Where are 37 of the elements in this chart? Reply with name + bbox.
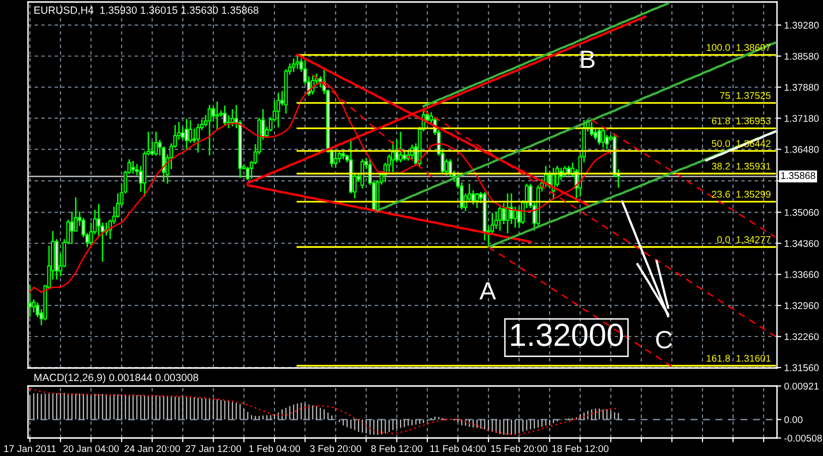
y-tick-label: 1.35060 — [784, 209, 819, 216]
series-label: 75 1.37525 — [720, 92, 771, 99]
x-tick-label: 18 Feb 12:00 — [552, 444, 608, 452]
annotation: C — [656, 330, 672, 349]
series-label: 61.8 1.36953 — [712, 117, 770, 124]
y-tick-label: 1.32960 — [784, 302, 819, 310]
x-tick-label: 17 Jan 2011 — [4, 445, 56, 452]
y-tick-label: 1.36480 — [784, 146, 819, 153]
y-tick-label: 1.37180 — [784, 114, 819, 122]
annotation: A — [479, 282, 496, 300]
y-tick-label: 1.34360 — [784, 240, 819, 247]
series-label: 0.0 1.34277 — [717, 236, 770, 244]
series-label: 38.2 1.35931 — [712, 162, 770, 170]
x-tick-label: 11 Feb 04:00 — [430, 444, 486, 452]
chart-title: EURUSD,H4 1.35930 1.36015 1.35630 1.35868 — [34, 6, 258, 16]
annotation: B — [581, 50, 595, 68]
y-tick-label: 1.31560 — [784, 364, 819, 372]
y-tick-label: 0.00 — [784, 416, 802, 424]
y-tick-label: 1.32260 — [784, 333, 819, 340]
x-tick-label: 24 Jan 20:00 — [124, 445, 180, 452]
x-tick-label: 15 Feb 20:00 — [491, 444, 548, 452]
chart-title: MACD(12,26,9) 0.001844 0.003008 — [34, 374, 198, 384]
y-tick-label: 1.38580 — [784, 52, 819, 60]
x-tick-label: 8 Feb 12:00 — [371, 444, 422, 452]
x-tick-label: 3 Feb 20:00 — [310, 444, 362, 452]
x-tick-label: 1 Feb 04:00 — [249, 444, 300, 452]
y-tick-label: 0.00921 — [784, 382, 819, 390]
x-tick-label: 20 Jan 04:00 — [63, 445, 119, 452]
ref-line-label: 1.35868 — [781, 172, 816, 180]
y-tick-label: 1.33660 — [784, 271, 819, 278]
y-tick-label: 1.39280 — [784, 22, 819, 29]
y-tick-label: -0.00508 — [784, 434, 822, 442]
y-tick-label: 1.37880 — [784, 84, 819, 91]
annotation: 1.32000 — [511, 324, 623, 346]
series-label: 161.8 1.31601 — [706, 354, 770, 362]
x-tick-label: 27 Jan 12:00 — [186, 445, 242, 452]
series-label: 23.6 1.35299 — [712, 190, 770, 198]
